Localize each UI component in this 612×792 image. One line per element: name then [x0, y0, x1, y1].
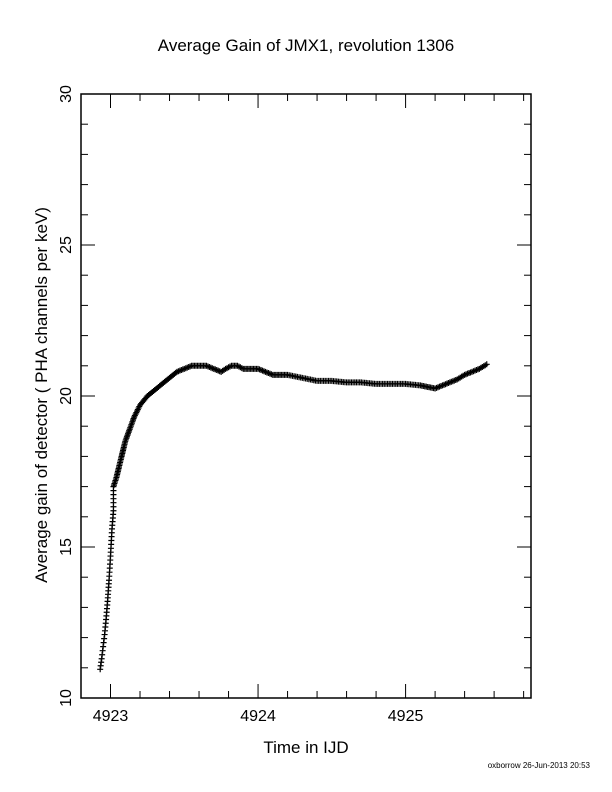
y-tick-label: 10	[58, 689, 75, 707]
y-tick-label: 25	[58, 236, 75, 254]
y-tick-label: 30	[58, 85, 75, 103]
data-point	[483, 361, 490, 368]
y-axis-label: Average gain of detector ( PHA channels …	[32, 207, 51, 583]
chart-title: Average Gain of JMX1, revolution 1306	[157, 36, 455, 55]
x-tick-label: 4925	[388, 708, 424, 725]
x-axis-label: Time in IJD	[263, 738, 349, 757]
y-tick-label: 20	[58, 387, 75, 405]
x-tick-label: 4924	[240, 708, 276, 725]
tick-labels: 4923 4924 4925 10 15 20 25 30	[58, 85, 423, 725]
data-points	[97, 361, 490, 673]
timestamp-stamp: oxborrow 26-Jun-2013 20:53	[487, 761, 590, 770]
y-tick-label: 15	[58, 538, 75, 556]
axis-ticks	[80, 93, 531, 699]
x-tick-label: 4923	[93, 708, 129, 725]
